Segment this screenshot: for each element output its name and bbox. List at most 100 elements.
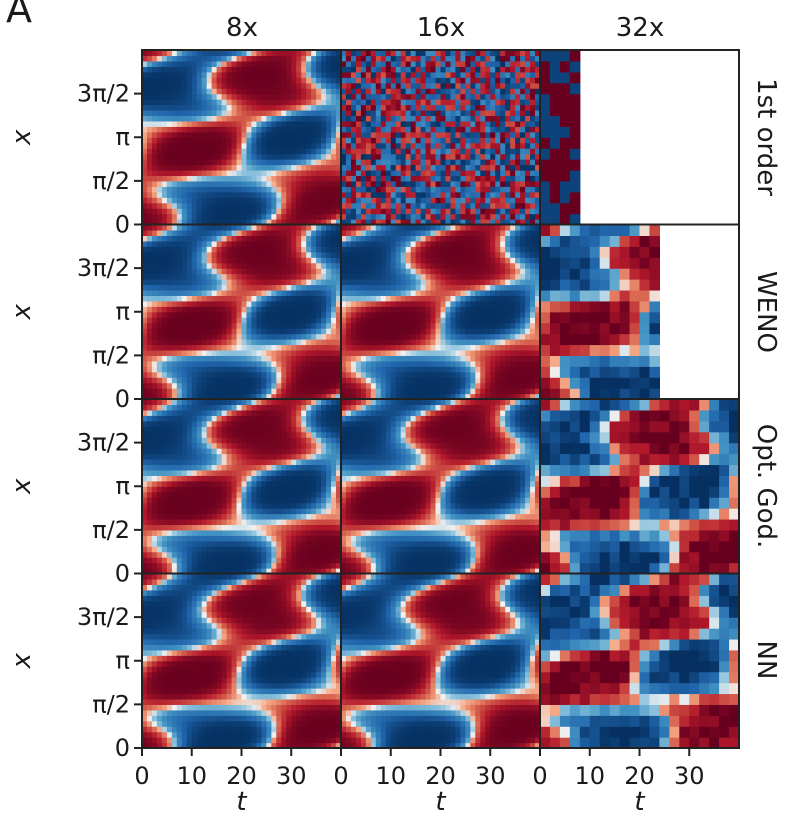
heatmap-cell <box>226 306 233 313</box>
heatmap-cell <box>161 268 168 275</box>
heatmap-cell <box>460 235 466 242</box>
heatmap-cell <box>311 120 317 127</box>
heatmap-cell <box>450 186 457 193</box>
heatmap-cell <box>201 104 208 111</box>
heatmap-cell <box>161 126 168 133</box>
row-label-weno: WENO <box>751 271 781 353</box>
heatmap-cell <box>549 159 561 171</box>
heatmap-cell <box>415 191 422 198</box>
heatmap-cell <box>246 317 253 324</box>
heatmap-cell <box>321 131 327 138</box>
heatmap-cell <box>276 88 282 95</box>
heatmap-cell <box>465 131 471 138</box>
heatmap-cell <box>415 322 422 329</box>
heatmap-cell <box>430 355 437 362</box>
heatmap-cell <box>142 284 148 291</box>
heatmap-cell <box>415 344 422 351</box>
heatmap-cell <box>435 71 442 78</box>
heatmap-cell <box>276 349 282 356</box>
heatmap-cell <box>261 55 267 62</box>
heatmap-cell <box>450 137 457 144</box>
heatmap-cell <box>191 120 198 127</box>
heatmap-cell <box>161 71 168 78</box>
heatmap-cell <box>331 71 337 78</box>
heatmap-cell <box>470 180 476 187</box>
heatmap-cell <box>146 82 153 89</box>
heatmap-cell <box>400 159 407 166</box>
heatmap-cell <box>246 202 253 209</box>
heatmap-cell <box>365 257 372 264</box>
heatmap-cell <box>291 77 297 84</box>
heatmap-cell <box>161 109 168 117</box>
heatmap-cell <box>191 257 198 264</box>
heatmap-cell <box>321 360 327 367</box>
heatmap-cell <box>221 306 228 313</box>
heatmap-cell <box>410 50 417 57</box>
heatmap-cell <box>505 104 511 111</box>
heatmap-cell <box>430 120 437 127</box>
heatmap-cell <box>191 311 198 318</box>
heatmap-cell <box>241 295 248 302</box>
heatmap-cell <box>326 322 332 329</box>
heatmap-cell <box>166 50 173 57</box>
heatmap-cell <box>460 208 466 215</box>
heatmap-cell <box>191 93 198 100</box>
heatmap-cell <box>271 393 277 400</box>
heatmap-cell <box>316 71 322 78</box>
heatmap-cell <box>211 60 218 67</box>
heatmap-cell <box>191 382 198 389</box>
heatmap-cell <box>370 257 377 264</box>
heatmap-cell <box>360 66 367 73</box>
heatmap-cell <box>490 279 496 286</box>
heatmap-cell <box>211 71 218 78</box>
heatmap-cell <box>430 295 437 302</box>
heatmap-cell <box>390 355 397 362</box>
heatmap-cell <box>390 349 397 356</box>
heatmap-cell <box>291 202 297 209</box>
heatmap-cell <box>455 208 461 215</box>
heatmap-cell <box>450 115 457 122</box>
heatmap-cell <box>350 284 357 291</box>
heatmap-cell <box>161 229 168 236</box>
heatmap-cell <box>500 393 506 400</box>
heatmap-cell <box>375 273 382 280</box>
heatmap-cell <box>480 300 486 307</box>
heatmap-cell <box>385 175 392 182</box>
heatmap-cell <box>450 109 457 117</box>
heatmap-cell <box>271 251 277 258</box>
heatmap-cell <box>420 306 427 313</box>
heatmap-cell <box>281 306 287 313</box>
heatmap-cell <box>350 202 357 209</box>
heatmap-cell <box>181 164 188 171</box>
heatmap-cell <box>336 240 342 247</box>
heatmap-cell <box>370 360 377 367</box>
heatmap-cell <box>435 66 442 73</box>
heatmap-cell <box>385 382 392 389</box>
heatmap-cell <box>261 262 267 269</box>
heatmap-cell <box>281 99 287 106</box>
heatmap-cell <box>186 246 193 253</box>
heatmap-cell <box>251 213 258 220</box>
heatmap-cell <box>216 137 223 144</box>
heatmap-cell <box>460 339 466 346</box>
heatmap-cell <box>450 322 457 329</box>
heatmap-cell <box>291 224 297 231</box>
heatmap-cell <box>495 366 501 373</box>
heatmap-cell <box>201 88 208 95</box>
heatmap-cell <box>480 104 486 111</box>
heatmap-cell <box>191 344 198 351</box>
heatmap-cell <box>266 393 272 400</box>
heatmap-cell <box>236 202 243 209</box>
heatmap-cell <box>216 322 223 329</box>
heatmap-cell <box>201 360 208 367</box>
heatmap-cell <box>465 333 471 340</box>
heatmap-cell <box>301 240 307 247</box>
heatmap-cell <box>201 153 208 160</box>
heatmap-cell <box>326 300 332 307</box>
heatmap-cell <box>221 240 228 247</box>
heatmap-cell <box>440 153 447 160</box>
heatmap-cell <box>311 60 317 67</box>
heatmap-cell <box>445 300 452 307</box>
heatmap-cell <box>211 142 218 149</box>
heatmap-cell <box>395 393 402 400</box>
